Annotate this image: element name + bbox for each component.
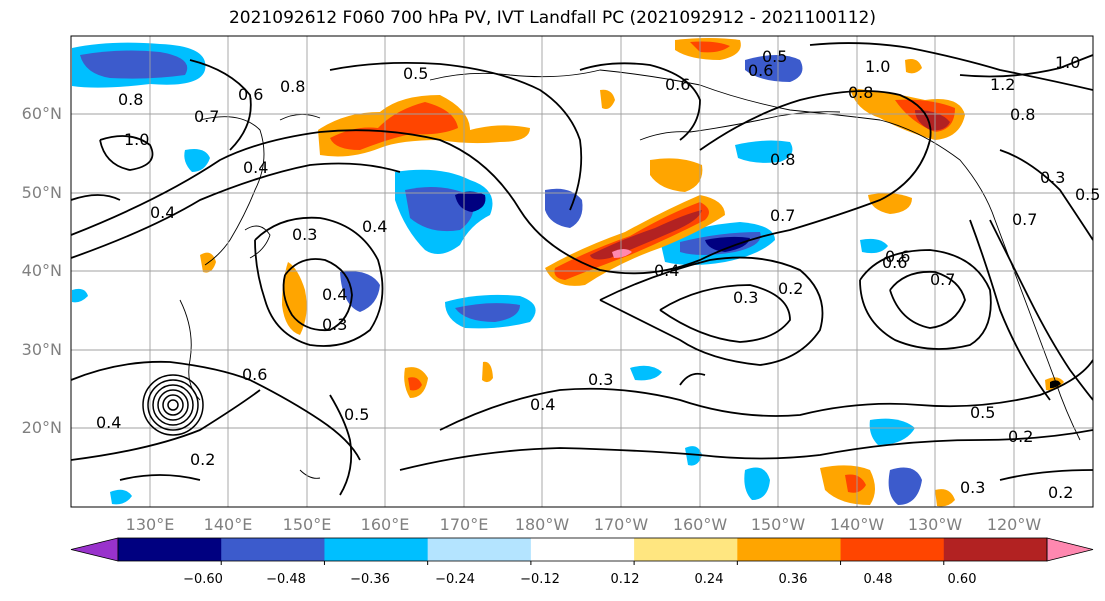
typhoon-contours xyxy=(142,374,204,436)
colorbar-arrow-min xyxy=(70,537,119,562)
lon-label-130e: 130°E xyxy=(125,515,175,534)
contour-label: 0.7 xyxy=(1012,210,1037,229)
contour-label: 0.6 xyxy=(242,365,267,384)
graticule xyxy=(71,36,1093,507)
colorbar-segment xyxy=(840,538,945,561)
contour-label: 0.4 xyxy=(322,285,347,304)
lon-label-120w: 120°W xyxy=(986,515,1042,534)
colorbar-segment xyxy=(634,538,738,561)
contour-label: 0.4 xyxy=(150,203,175,222)
contour-label: 0.5 xyxy=(762,47,787,66)
contour-label: 0.4 xyxy=(362,217,387,236)
contour-label: 1.0 xyxy=(124,130,149,149)
lon-label-170e: 170°E xyxy=(439,515,489,534)
colorbar-tick: 0.36 xyxy=(778,572,808,587)
contour-label: 0.6 xyxy=(665,75,690,94)
contour-label: 0.5 xyxy=(344,405,369,424)
colorbar-tick: 0.48 xyxy=(863,572,893,587)
lon-label-160e: 160°E xyxy=(360,515,410,534)
contour-label: 0.5 xyxy=(970,403,995,422)
contour-label: 1.0 xyxy=(1055,53,1080,72)
colorbar-segment xyxy=(737,538,842,561)
map-title: 2021092612 F060 700 hPa PV, IVT Landfall… xyxy=(228,8,876,28)
colorbar-tick: −0.36 xyxy=(350,572,390,587)
contour-label: 0.7 xyxy=(194,107,219,126)
contour-label: 0.3 xyxy=(292,225,317,244)
colorbar-tick: −0.60 xyxy=(183,572,223,587)
colorbar-segment xyxy=(221,538,325,561)
contour-label: 1.2 xyxy=(990,75,1015,94)
colorbar-segment xyxy=(530,538,635,561)
colorbar-segment xyxy=(943,538,1048,561)
contour-label: 0.2 xyxy=(1048,483,1073,502)
contour-label: 0.6 xyxy=(885,247,910,266)
lon-label-140w: 140°W xyxy=(829,515,885,534)
lat-label-30n: 30°N xyxy=(21,340,62,359)
lon-label-130w: 130°W xyxy=(907,515,963,534)
contour-label: 0.3 xyxy=(733,288,758,307)
contour-label: 0.2 xyxy=(190,450,215,469)
contour-label: 0.3 xyxy=(588,370,613,389)
colorbar-frame xyxy=(117,537,1048,562)
lat-label-20n: 20°N xyxy=(21,418,62,437)
contour-label: 0.2 xyxy=(1008,427,1033,446)
lat-label-40n: 40°N xyxy=(21,261,62,280)
contour-label: 0.4 xyxy=(654,261,679,280)
colorbar-tick: 0.12 xyxy=(610,572,640,587)
colorbar-tick: −0.24 xyxy=(435,572,475,587)
colorbar-tick: 0.60 xyxy=(947,572,977,587)
contour-label: 0.3 xyxy=(322,315,347,334)
contour-label: 0.2 xyxy=(778,279,803,298)
colorbar-tick: 0.24 xyxy=(694,572,724,587)
contour-label: 0.3 xyxy=(960,478,985,497)
contour-labels: 0.50.60.60.80.71.00.80.40.40.3 0.40.30.40… xyxy=(96,47,1100,502)
lon-label-150w: 150°W xyxy=(750,515,806,534)
shaded-anomaly-regions xyxy=(72,38,1064,507)
contour-label: 0.4 xyxy=(243,158,268,177)
contour-label: 0.6 xyxy=(882,253,907,272)
contour-label: 0.8 xyxy=(1010,105,1035,124)
lat-label-50n: 50°N xyxy=(21,183,62,202)
colorbar-segment xyxy=(324,538,429,561)
contour-label: 0.8 xyxy=(770,150,795,169)
colorbar-tick: −0.12 xyxy=(520,572,560,587)
colorbar-segment xyxy=(118,538,222,561)
contour-label: 0.3 xyxy=(1040,168,1065,187)
contour-label: 0.7 xyxy=(770,206,795,225)
lon-label-160w: 160°W xyxy=(672,515,728,534)
lon-label-140e: 140°E xyxy=(203,515,253,534)
contour-label: 0.8 xyxy=(118,90,143,109)
map-frame xyxy=(70,35,1094,508)
lat-label-60n: 60°N xyxy=(21,104,62,123)
contour-label: 0.6 xyxy=(238,85,263,104)
contour-label: 0.5 xyxy=(1075,185,1100,204)
lon-label-180w: 180°W xyxy=(514,515,570,534)
colorbar xyxy=(70,537,1094,565)
lon-label-170w: 170°W xyxy=(593,515,649,534)
contour-label: 0.8 xyxy=(280,77,305,96)
contour-label: 0.8 xyxy=(848,83,873,102)
pv-contours xyxy=(71,42,1093,496)
colorbar-arrow-max xyxy=(1046,537,1094,562)
contour-label: 0.5 xyxy=(403,64,428,83)
contour-label: 0.4 xyxy=(96,413,121,432)
colorbar-segment xyxy=(427,538,532,561)
contour-label: 0.6 xyxy=(748,61,773,80)
contour-label: 0.4 xyxy=(530,395,555,414)
contour-label: 1.0 xyxy=(865,57,890,76)
colorbar-tick: −0.48 xyxy=(266,572,306,587)
lon-label-150e: 150°E xyxy=(282,515,332,534)
contour-label: 0.7 xyxy=(930,270,955,289)
